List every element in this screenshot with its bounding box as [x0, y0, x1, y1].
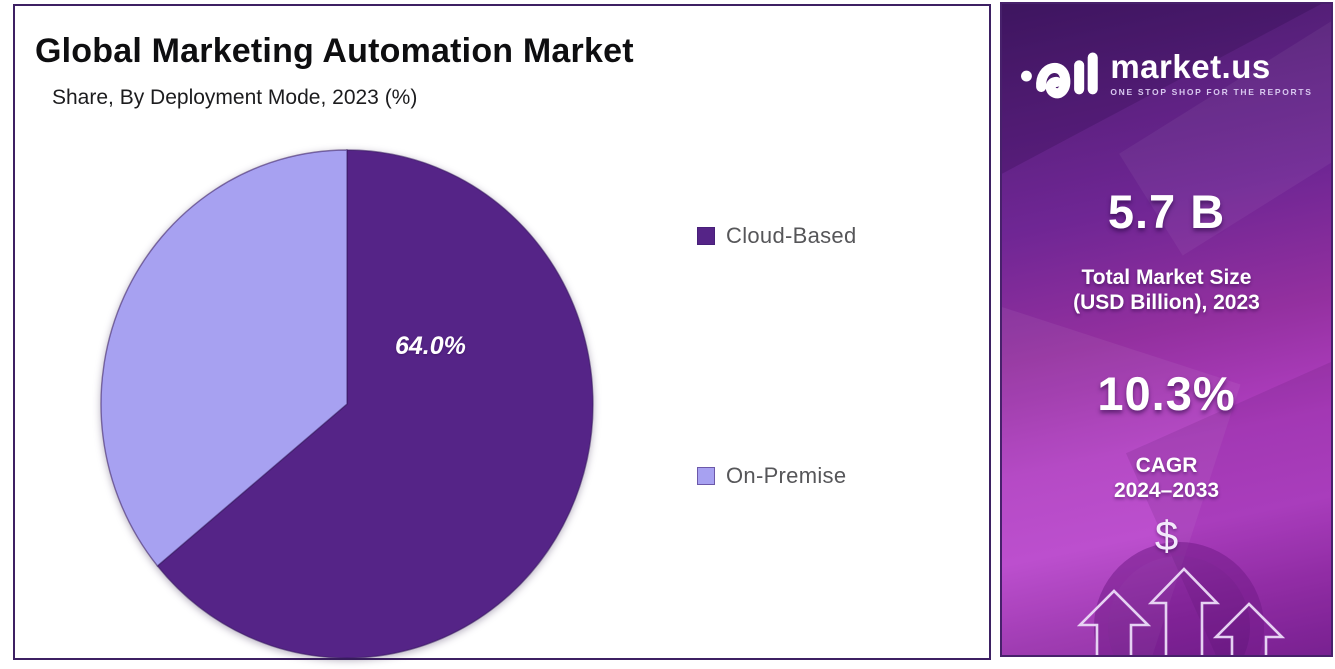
stat-cagr-label-line1: CAGR [1135, 454, 1198, 477]
legend-item-cloud-based: Cloud-Based [697, 223, 857, 249]
legend-label-on-premise: On-Premise [726, 463, 847, 488]
stat-market-size-label-line1: Total Market Size [1081, 266, 1252, 289]
dollar-icon: $ [1154, 512, 1179, 559]
stat-cagr-label: CAGR 2024–2033 [1002, 454, 1331, 504]
legend-item-on-premise: On-Premise [697, 463, 846, 489]
legend-label-cloud-based: Cloud-Based [726, 223, 857, 248]
brand-sidebar: market.us ONE STOP SHOP FOR THE REPORTS … [1000, 2, 1333, 657]
legend-marker-cloud-based-icon [697, 227, 715, 245]
pie-chart: 64.0% [85, 140, 610, 665]
marketus-logo-icon [1021, 52, 1099, 99]
pie-data-label: 64.0% [395, 332, 466, 360]
growth-arrows-icon [1076, 567, 1286, 655]
brand-name: market.us [1110, 48, 1271, 85]
legend-marker-on-premise-icon [697, 467, 715, 485]
chart-panel: Global Marketing Automation Market Share… [13, 4, 991, 660]
brand-logo: market.us ONE STOP SHOP FOR THE REPORTS [1002, 42, 1331, 104]
pie-slice-on-premise [100, 149, 348, 567]
pie-chart-svg [100, 149, 594, 659]
stat-cagr-label-line2: 2024–2033 [1113, 478, 1220, 502]
chart-title: Global Marketing Automation Market [35, 32, 634, 70]
stat-market-size-label-line2: (USD Billion), 2023 [1073, 290, 1260, 314]
stat-cagr-value: 10.3% [1097, 367, 1236, 420]
brand-tagline: ONE STOP SHOP FOR THE REPORTS [1110, 87, 1313, 97]
chart-subtitle: Share, By Deployment Mode, 2023 (%) [52, 86, 418, 109]
stat-market-size-label: Total Market Size (USD Billion), 2023 [1002, 266, 1331, 316]
pie-slice-cloud-based [156, 149, 594, 659]
stat-market-size-value: 5.7 B [1107, 185, 1226, 238]
brand-text: market.us ONE STOP SHOP FOR THE REPORTS [1110, 42, 1312, 97]
